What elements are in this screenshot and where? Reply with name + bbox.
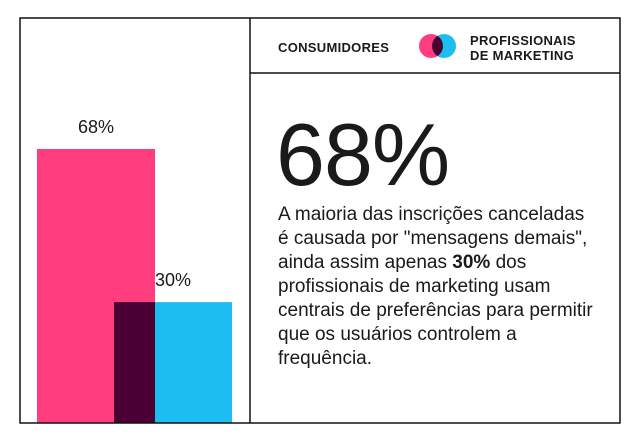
legend-entry: CONSUMIDORES: [278, 40, 390, 55]
value-label: 30%: [155, 270, 191, 290]
body-text: A maioria das inscrições canceladas é ca…: [278, 203, 598, 371]
value-label: 68%: [78, 117, 114, 137]
bar-overlap: [114, 302, 155, 423]
body-part: A maioria das inscrições canceladas é ca…: [278, 204, 588, 273]
legend-icon: [419, 34, 456, 58]
body-highlight: 30%: [452, 252, 491, 273]
legend-overlap: [432, 34, 443, 58]
frame: [19, 17, 621, 424]
body-part: dos profissionais de marketing usam cent…: [278, 252, 593, 369]
headline: 68%: [276, 105, 450, 204]
legend-entry: PROFISSIONAIS DE MARKETING: [470, 33, 576, 63]
bars: 68% 30%: [37, 117, 232, 423]
